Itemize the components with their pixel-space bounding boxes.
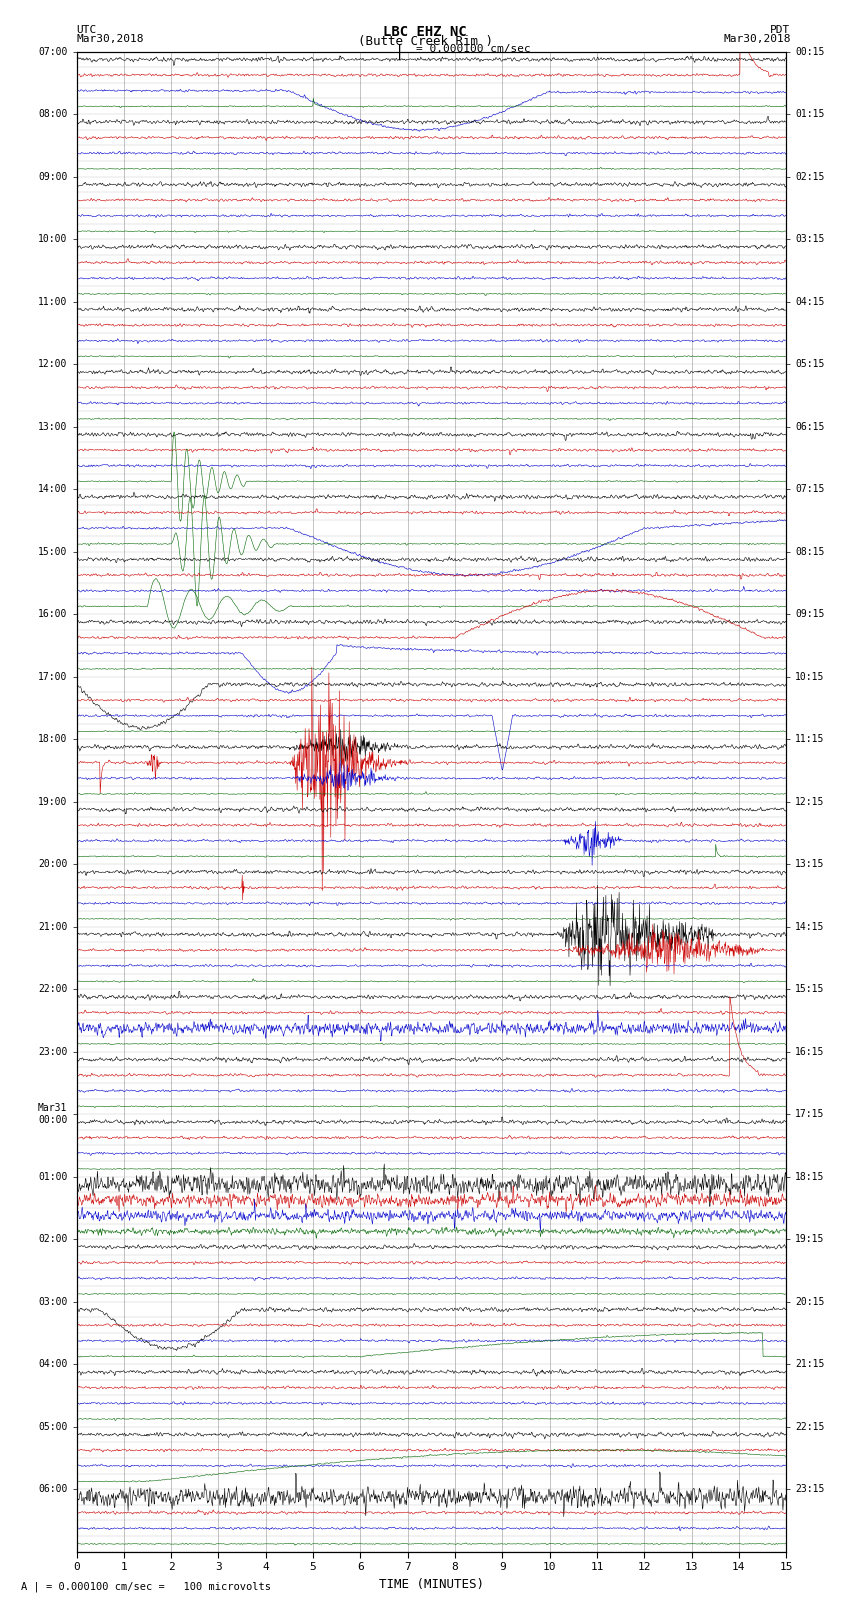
Text: UTC: UTC: [76, 24, 97, 35]
X-axis label: TIME (MINUTES): TIME (MINUTES): [379, 1578, 484, 1590]
Text: A | = 0.000100 cm/sec =   100 microvolts: A | = 0.000100 cm/sec = 100 microvolts: [21, 1581, 271, 1592]
Text: |: |: [395, 44, 404, 60]
Text: Mar30,2018: Mar30,2018: [723, 34, 791, 44]
Text: Mar30,2018: Mar30,2018: [76, 34, 144, 44]
Text: = 0.000100 cm/sec: = 0.000100 cm/sec: [416, 44, 530, 53]
Text: PDT: PDT: [770, 24, 790, 35]
Text: (Butte Creek Rim ): (Butte Creek Rim ): [358, 35, 492, 48]
Text: LBC EHZ NC: LBC EHZ NC: [383, 24, 467, 39]
